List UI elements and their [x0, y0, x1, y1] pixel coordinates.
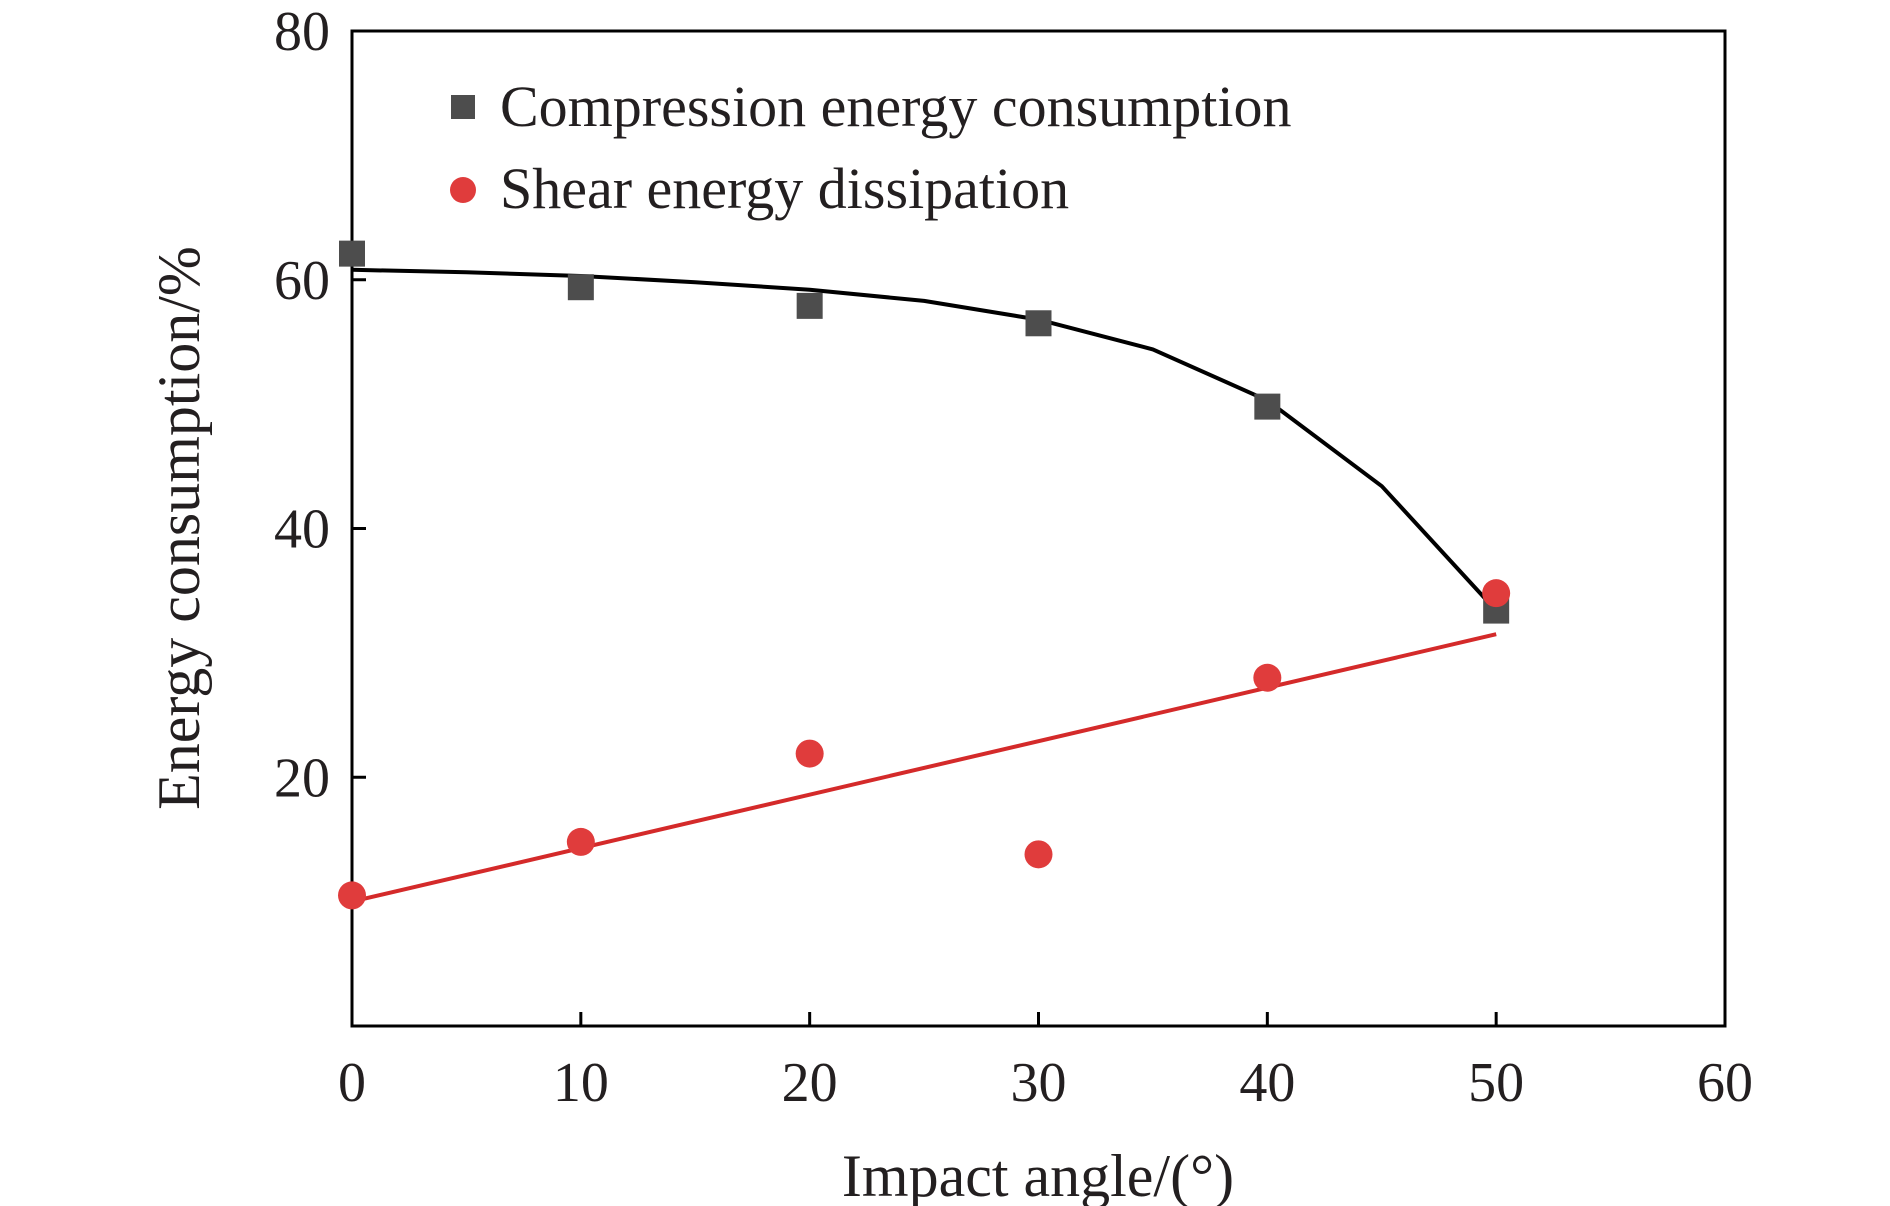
- x-tick-label-6: 60: [1697, 1052, 1753, 1114]
- x-tick-label-3: 30: [1011, 1052, 1067, 1114]
- point-series0-4: [1254, 393, 1281, 420]
- y-tick-label-2: 60: [274, 250, 330, 312]
- point-series1-1: [566, 827, 595, 856]
- legend-label-shear: Shear energy dissipation: [500, 156, 1069, 221]
- y-ticks: 20 40 60 80: [274, 1, 366, 809]
- legend-marker-compression: [451, 95, 475, 119]
- y-tick-label-0: 20: [274, 747, 330, 809]
- x-tick-label-1: 10: [553, 1052, 609, 1114]
- legend-marker-shear: [450, 177, 476, 203]
- point-series1-3: [1024, 840, 1053, 869]
- point-series0-0: [339, 240, 365, 267]
- y-tick-label-3: 80: [274, 1, 330, 63]
- x-tick-label-5: 50: [1468, 1052, 1524, 1114]
- x-axis-title: Impact angle/(°): [842, 1143, 1234, 1206]
- x-tick-label-0: 0: [338, 1052, 366, 1114]
- y-tick-label-1: 40: [274, 499, 330, 561]
- legend-label-compression: Compression energy consumption: [500, 74, 1292, 139]
- point-series0-1: [567, 274, 594, 301]
- point-series0-2: [796, 292, 823, 319]
- fit-line-1: [351, 632, 1497, 904]
- point-series1-5: [1482, 579, 1511, 608]
- point-series1-4: [1253, 663, 1282, 692]
- y-axis-title: Energy consumption/%: [146, 246, 212, 810]
- point-series1-0: [338, 881, 366, 910]
- fit-line-0: [351, 267, 1498, 612]
- point-series0-3: [1025, 310, 1052, 337]
- point-series1-2: [795, 739, 824, 768]
- data-points: [338, 240, 1511, 910]
- x-ticks: 0 10 20 30 40 50 60: [338, 1012, 1753, 1114]
- legend: Compression energy consumption Shear ene…: [450, 74, 1292, 221]
- x-tick-label-4: 40: [1239, 1052, 1295, 1114]
- fit-lines: [351, 267, 1498, 904]
- x-tick-label-2: 20: [782, 1052, 838, 1114]
